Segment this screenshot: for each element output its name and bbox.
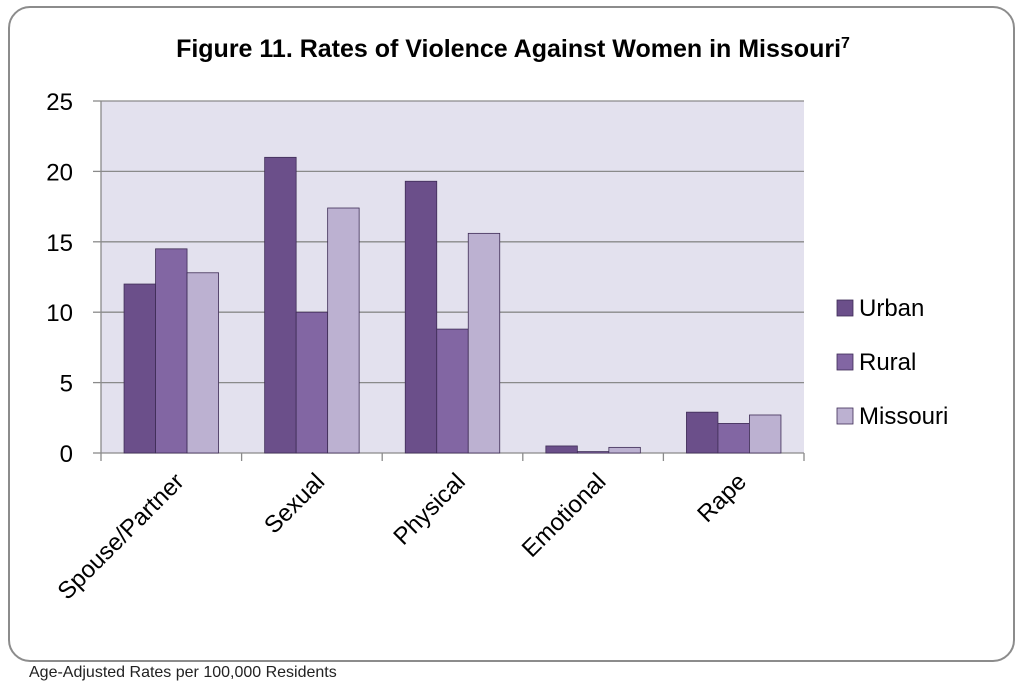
y-tick-label: 25 bbox=[46, 89, 73, 116]
x-tick-label: Spouse/Partner bbox=[53, 468, 190, 605]
x-tick-label: Emotional bbox=[517, 468, 612, 563]
bar-urban-rape bbox=[686, 411, 719, 454]
bar-urban-physical bbox=[404, 180, 438, 454]
y-tick-label: 10 bbox=[46, 300, 73, 327]
legend-label-urban: Urban bbox=[859, 295, 924, 322]
y-tick-label: 15 bbox=[46, 230, 73, 257]
y-tick-label: 5 bbox=[60, 371, 73, 398]
y-tick-label: 20 bbox=[46, 159, 73, 186]
legend-swatch-rural bbox=[836, 353, 854, 371]
legend-label-missouri: Missouri bbox=[859, 403, 948, 430]
chart-title: Figure 11. Rates of Violence Against Wom… bbox=[176, 35, 850, 63]
bar-rural-emotional bbox=[576, 451, 610, 454]
bar-rural-spouse-partner bbox=[155, 248, 188, 454]
bar-missouri-spouse-partner bbox=[186, 272, 219, 454]
legend-swatch-urban bbox=[836, 299, 854, 317]
x-tick-label: Sexual bbox=[259, 468, 330, 539]
chart-title-superscript: 7 bbox=[841, 35, 850, 52]
x-tick-label: Physical bbox=[388, 468, 470, 550]
bar-rural-physical bbox=[436, 328, 469, 454]
legend-label-rural: Rural bbox=[859, 349, 916, 376]
legend-swatch-missouri bbox=[836, 407, 854, 425]
y-tick-label: 0 bbox=[60, 441, 73, 468]
bar-missouri-emotional bbox=[608, 446, 641, 454]
legend: Urban Rural Missouri bbox=[836, 295, 948, 430]
bar-missouri-sexual bbox=[327, 207, 360, 454]
bar-missouri-physical bbox=[467, 232, 501, 454]
bar-urban-spouse-partner bbox=[123, 283, 156, 454]
x-axis: Spouse/Partner Sexual Physical Emotional Rap… bbox=[53, 452, 805, 605]
bars bbox=[123, 156, 782, 454]
bar-missouri-rape bbox=[749, 414, 782, 454]
x-tick-label: Rape bbox=[692, 468, 752, 528]
bar-rural-rape bbox=[717, 423, 750, 454]
y-axis: 0 5 10 15 20 25 bbox=[46, 89, 102, 468]
footnote: Age-Adjusted Rates per 100,000 Residents bbox=[29, 664, 337, 681]
bar-urban-sexual bbox=[264, 156, 297, 454]
bar-rural-sexual bbox=[295, 311, 329, 454]
bar-urban-emotional bbox=[545, 445, 578, 454]
